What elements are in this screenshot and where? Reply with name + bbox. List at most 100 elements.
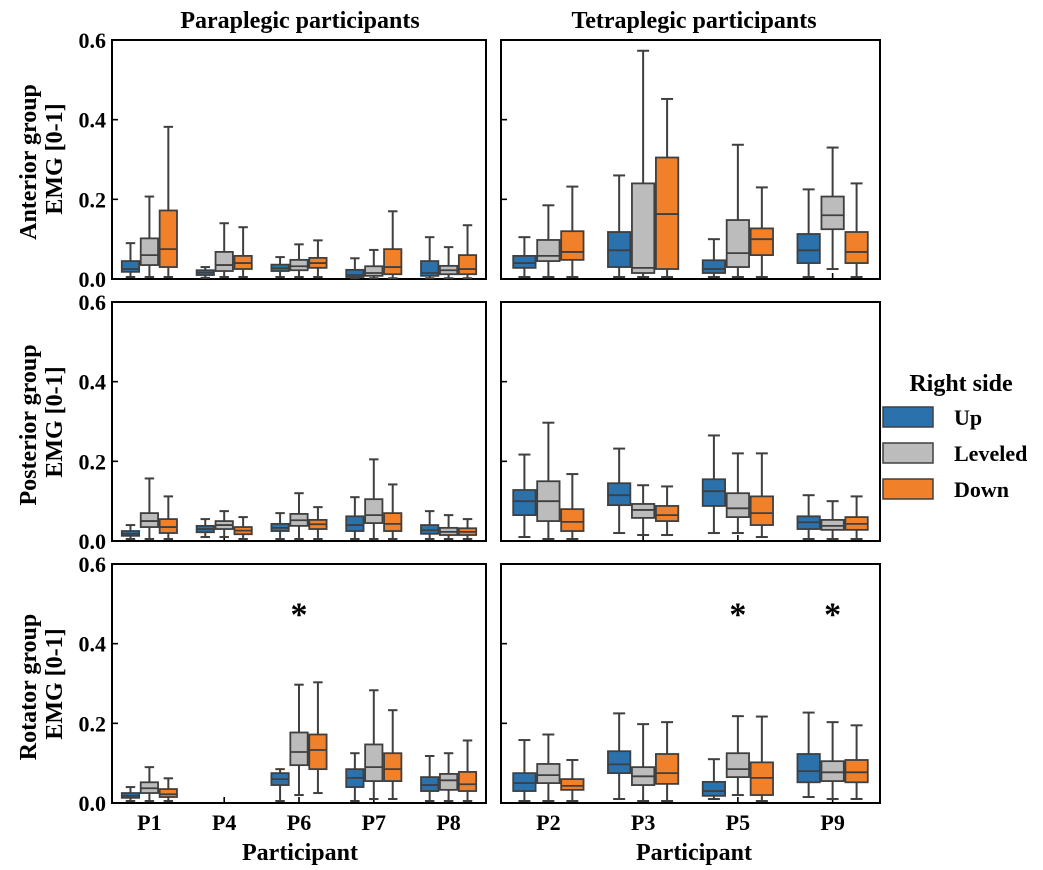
ylabel-anterior: Anterior group EMG [0-1] bbox=[16, 78, 68, 240]
ylabel-posterior-line1: Posterior group bbox=[16, 344, 42, 505]
ylabel-anterior-line2: EMG [0-1] bbox=[42, 103, 68, 214]
box-leveled bbox=[820, 760, 845, 782]
box-down bbox=[383, 248, 403, 276]
box-leveled bbox=[725, 219, 750, 268]
box-down bbox=[308, 733, 328, 771]
ylabel-rotator-line1: Rotator group bbox=[16, 614, 42, 760]
box-up bbox=[512, 772, 537, 792]
box-up bbox=[701, 259, 726, 274]
panel-r0-c0-ytick-label: 0.4 bbox=[79, 108, 107, 133]
panel-r2-c0-xtick-label: P7 bbox=[362, 810, 386, 835]
box-leveled bbox=[139, 512, 159, 528]
panel-r1-c0-ytick-label: 0.4 bbox=[79, 370, 107, 395]
box-up bbox=[345, 268, 365, 278]
significance-marker: * bbox=[291, 597, 308, 634]
box-leveled bbox=[364, 498, 384, 524]
panel-r2-c0-xtick-label: P8 bbox=[436, 810, 460, 835]
box-down bbox=[383, 512, 403, 532]
box-down bbox=[158, 518, 178, 534]
box-up bbox=[701, 478, 726, 507]
box-down bbox=[655, 505, 680, 522]
box-leveled bbox=[536, 763, 561, 784]
xlabel-paraplegic: Participant bbox=[242, 840, 358, 866]
box-up bbox=[420, 776, 440, 792]
panel-r2-c0-ytick-label: 0.6 bbox=[79, 552, 107, 577]
box-down bbox=[383, 752, 403, 782]
legend-label-leveled: Leveled bbox=[954, 441, 1027, 466]
panel-r1-c0-ytick-label: 0.2 bbox=[79, 449, 107, 474]
legend-swatch-up bbox=[882, 406, 934, 428]
box-leveled bbox=[631, 503, 656, 519]
box-leveled bbox=[139, 237, 159, 266]
panel-r2-c0-xtick-label: P6 bbox=[287, 810, 311, 835]
ylabel-rotator-line2: EMG [0-1] bbox=[42, 628, 68, 739]
box-down bbox=[560, 230, 585, 261]
legend: Right side Up Leveled Down bbox=[882, 371, 1027, 502]
box-up bbox=[512, 489, 537, 517]
box-leveled bbox=[289, 731, 309, 767]
box-down bbox=[158, 209, 178, 268]
panel-r2-c1-xtick-label: P3 bbox=[631, 810, 655, 835]
box-up bbox=[796, 233, 821, 264]
box-down bbox=[158, 788, 178, 798]
panel-r2-c0-ytick-label: 0.0 bbox=[79, 791, 107, 816]
box-down bbox=[457, 254, 478, 276]
panel-r1-c0-ytick-label: 0.0 bbox=[79, 529, 107, 554]
box-up bbox=[607, 750, 632, 775]
box-up bbox=[512, 254, 537, 269]
box-leveled bbox=[289, 258, 309, 272]
legend-swatch-down bbox=[882, 478, 934, 500]
box-leveled bbox=[214, 251, 234, 272]
legend-label-down: Down bbox=[954, 477, 1009, 502]
box-down bbox=[655, 753, 680, 785]
panel-r0-c0-ytick-label: 0.0 bbox=[79, 267, 107, 292]
panel-r0-c0-ytick-label: 0.6 bbox=[79, 28, 107, 53]
box-up bbox=[120, 260, 141, 273]
panel-r2-c0-ytick-label: 0.4 bbox=[79, 632, 107, 657]
box-leveled bbox=[439, 773, 459, 791]
box-down bbox=[560, 778, 585, 791]
box-leveled bbox=[725, 752, 750, 779]
box-down bbox=[749, 495, 774, 526]
panel-r0-c1-frame bbox=[500, 39, 881, 280]
panel-r2-c1-xtick-label: P9 bbox=[820, 810, 844, 835]
panel-r1-c1-frame bbox=[500, 301, 881, 542]
panel-r2-c1-xtick-label: P2 bbox=[536, 810, 560, 835]
panel-r0-c0-ytick-label: 0.2 bbox=[79, 187, 107, 212]
column-title-paraplegic: Paraplegic participants bbox=[180, 8, 419, 34]
box-up bbox=[607, 482, 632, 507]
ylabel-rotator: Rotator group EMG [0-1] bbox=[16, 608, 68, 760]
significance-marker: * bbox=[729, 597, 746, 634]
box-leveled bbox=[364, 265, 384, 277]
ylabel-posterior-line2: EMG [0-1] bbox=[42, 366, 68, 477]
xlabel-tetraplegic: Participant bbox=[636, 840, 752, 866]
panel-r2-c0-ytick-label: 0.2 bbox=[79, 711, 107, 736]
box-up bbox=[701, 780, 726, 797]
panel-r2-c1-xtick-label: P5 bbox=[726, 810, 750, 835]
panel-r1-c0-ytick-label: 0.6 bbox=[79, 290, 107, 315]
box-leveled bbox=[820, 195, 845, 231]
ylabel-anterior-line1: Anterior group bbox=[16, 84, 42, 240]
box-down bbox=[844, 231, 869, 264]
box-leveled bbox=[536, 239, 561, 262]
panel-r2-c0-xtick-label: P4 bbox=[212, 810, 236, 835]
legend-title: Right side bbox=[909, 371, 1013, 397]
panels: 0.00.20.40.60.00.20.40.60.00.20.40.6P1 P4… bbox=[79, 28, 881, 835]
box-down bbox=[560, 508, 585, 532]
box-leveled bbox=[820, 518, 845, 531]
significance-marker: * bbox=[824, 597, 841, 634]
panel-r2-c1-frame bbox=[500, 563, 881, 804]
box-down bbox=[457, 771, 478, 792]
box-up bbox=[345, 515, 365, 532]
box-leveled bbox=[725, 492, 750, 519]
box-leveled bbox=[364, 743, 384, 782]
box-up bbox=[796, 753, 821, 784]
legend-swatch-leveled bbox=[882, 442, 934, 464]
box-down bbox=[749, 227, 774, 257]
box-down bbox=[844, 759, 869, 784]
box-leveled bbox=[631, 182, 656, 274]
legend-label-up: Up bbox=[954, 405, 982, 430]
panel-r2-c0-xtick-label: P1 bbox=[137, 810, 161, 835]
ylabel-posterior: Posterior group EMG [0-1] bbox=[16, 338, 68, 505]
